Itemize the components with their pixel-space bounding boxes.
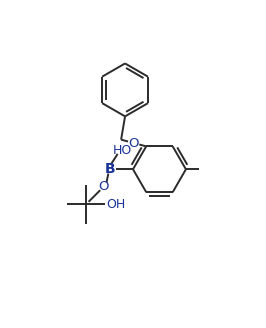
Text: O: O: [128, 136, 139, 150]
Text: OH: OH: [106, 198, 125, 211]
Text: O: O: [99, 180, 109, 193]
Text: HO: HO: [113, 144, 132, 157]
Text: B: B: [105, 162, 116, 176]
